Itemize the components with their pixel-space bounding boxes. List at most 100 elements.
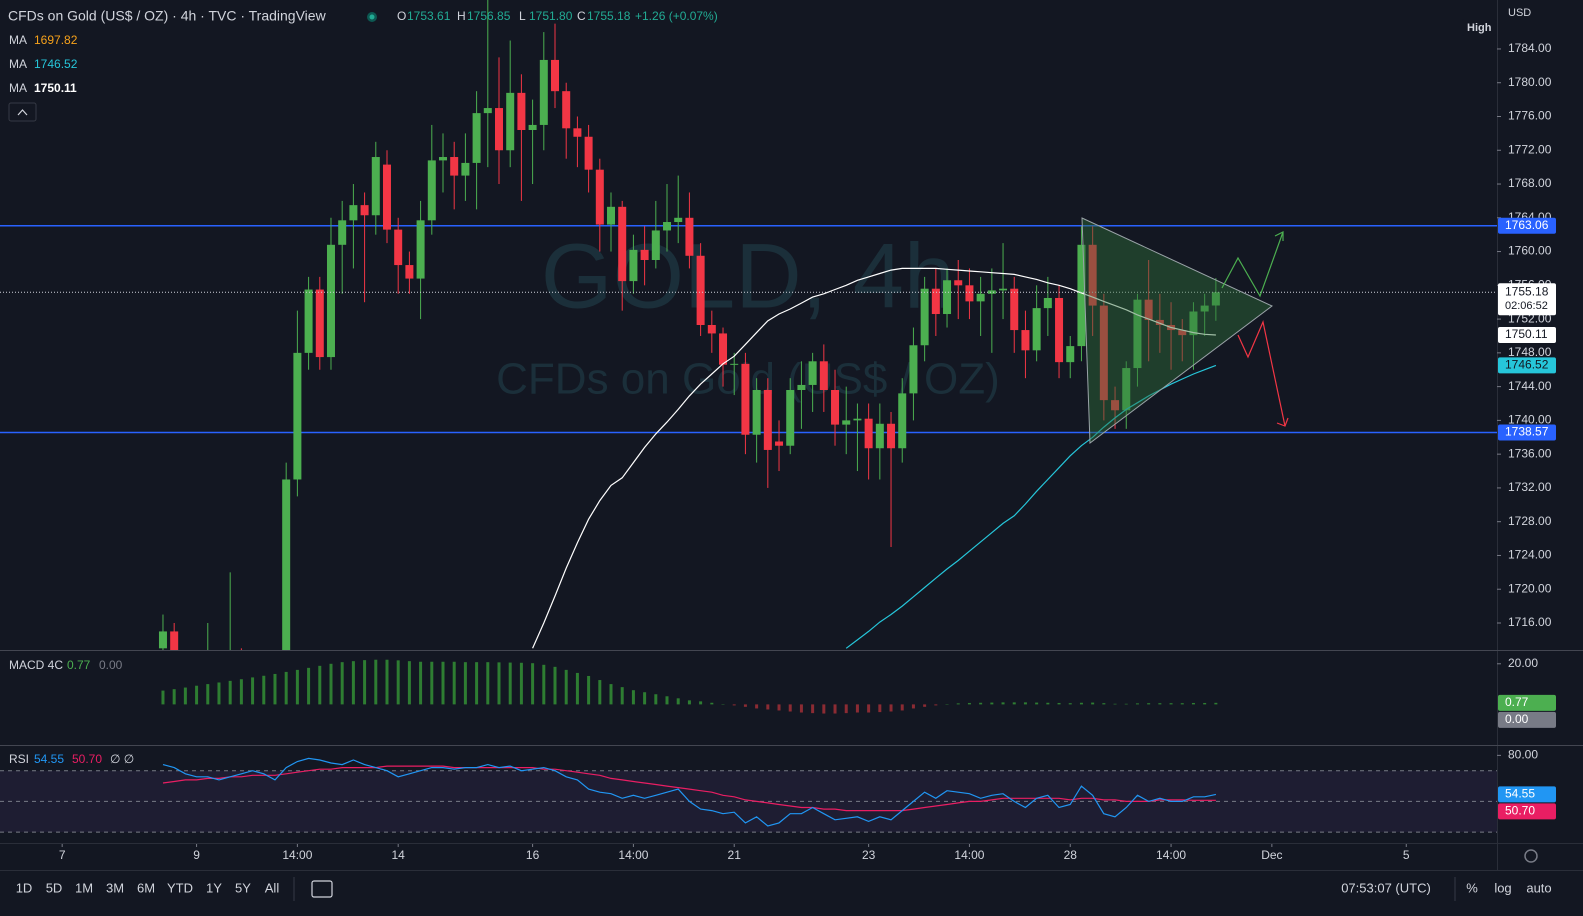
ohlc-change: +1.26 (+0.07%) [635,9,718,23]
collapse-icon [17,109,28,116]
rsi-pane [0,757,1497,833]
macd-legend-name: MACD 4C [9,658,63,672]
macd-legend-value: 0.00 [99,658,123,672]
candle-body [1144,299,1153,320]
ui-layer: CFDs on Gold (US$ / OZ) · 4h · TVC · Tra… [8,8,1552,901]
candle-body [909,345,918,394]
y-tick-label: 1720.00 [1508,581,1552,595]
x-tick-label: 28 [1064,848,1078,862]
candle-body [1021,330,1030,351]
range-button[interactable]: 1M [75,880,93,895]
y-tick-label: 1772.00 [1508,142,1552,156]
candle-body [584,136,593,170]
candle-body [1189,311,1198,336]
candle-body [573,128,582,137]
ohlc-value: 1755.18 [587,9,631,23]
ohlc-label: H [457,9,466,23]
candle-body [1099,305,1108,401]
moving-average [532,267,1216,649]
marks-layer [0,0,1497,833]
ma-legend-value: 1750.11 [34,81,77,95]
scale-option[interactable]: auto [1526,880,1551,895]
candle-body [707,325,716,334]
ma-axis-label: 1750.11 [1505,327,1548,341]
range-button[interactable]: 1Y [206,880,222,895]
candle-body [394,229,403,266]
x-tick-label: 14:00 [1156,848,1186,862]
ma-legend-value: 1697.82 [34,33,78,47]
candle-body [730,363,739,365]
range-button[interactable]: 6M [137,880,155,895]
candle-body [349,205,358,221]
rsi-legend-extra: ∅ ∅ [110,752,134,766]
candle-body [506,92,515,151]
high-label: High [1467,22,1492,34]
ohlc-label: O [397,9,406,23]
rsi-legend-name: RSI [9,752,29,766]
candle-body [640,249,649,260]
level-label-box [1498,217,1556,234]
candle-body [1043,297,1052,309]
ma-axis-label-box [1498,327,1556,344]
y-tick-label: 1760.00 [1508,244,1552,258]
y-tick-label: 1776.00 [1508,109,1552,123]
rsi-axis-label-box [1498,786,1556,803]
scale-option[interactable]: log [1494,880,1511,895]
candle-body [1010,288,1019,331]
range-button[interactable]: 5Y [235,880,251,895]
bull-arrow [1221,231,1284,298]
x-tick-label: Dec [1261,848,1282,862]
y-tick-label: 1748.00 [1508,345,1552,359]
x-tick-label: 9 [193,848,200,862]
candle-body [831,390,840,425]
ma-legend-name: MA [9,33,27,47]
range-button[interactable]: All [265,880,280,895]
bear-arrow [1237,320,1286,427]
level-label: 1738.57 [1505,425,1549,439]
watermark: GOLD, 4h [541,225,955,327]
candle-body [797,384,806,390]
date-range-icon[interactable] [311,880,333,898]
candle-body [405,265,414,279]
candle-body [999,288,1008,291]
candle-body [472,113,481,163]
level-label-box [1498,424,1556,441]
y-tick-label: 1732.00 [1508,480,1552,494]
candle-body [551,59,560,92]
candle-body [438,157,447,161]
candle-body [663,222,672,231]
collapse-button[interactable] [8,102,37,122]
range-button[interactable]: 5D [46,880,63,895]
candle-body [853,418,862,421]
candle-body [315,289,324,358]
candle-body [887,423,896,449]
candle-body [338,220,347,245]
range-button[interactable]: 3M [106,880,124,895]
rsi-ma-line [162,765,1216,812]
candle-body [954,280,963,286]
range-button[interactable]: 1D [16,880,33,895]
x-tick-label: 21 [728,848,742,862]
candle-body [741,363,750,435]
candle-body [786,390,795,446]
candle-body [752,390,761,435]
candle-body [1178,330,1187,336]
scale-option[interactable]: % [1466,880,1478,895]
candle-body [1077,244,1086,347]
y-tick-label: 1780.00 [1508,75,1552,89]
range-button[interactable]: YTD [167,880,193,895]
candle-body [842,420,851,425]
candle-body [539,59,548,125]
ma-axis-label-box [1498,357,1556,374]
moving-average [845,364,1217,649]
y-tick-label: 1724.00 [1508,548,1552,562]
macd-axis-label: 0.00 [1505,712,1529,726]
pattern-layer [1081,217,1289,444]
settings-icon[interactable] [1524,849,1538,863]
candle-body [158,631,167,649]
candle-body [427,160,436,221]
candle-body [920,288,929,346]
candle-body [1088,244,1097,306]
candle-body [719,333,728,365]
